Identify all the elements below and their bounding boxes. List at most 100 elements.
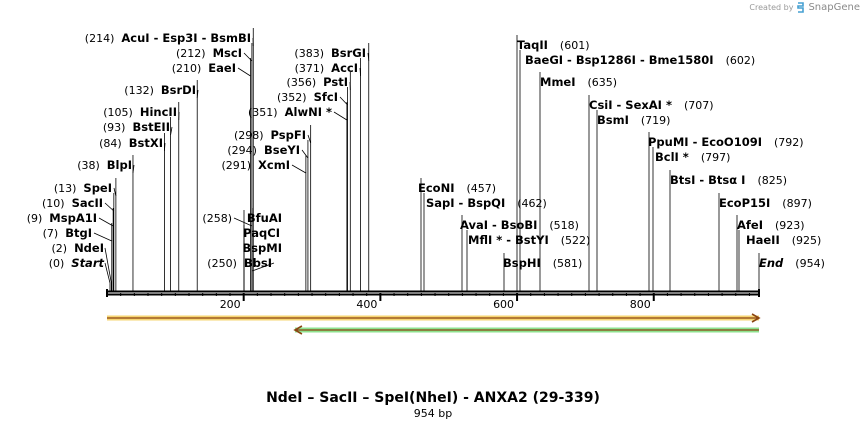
site-bspmi: BspMI bbox=[242, 241, 282, 255]
site-name: BtgI bbox=[65, 226, 92, 240]
site-name: PpuMI - EcoO109I bbox=[648, 135, 762, 149]
site-position: (93) bbox=[103, 121, 126, 134]
site-connector-lines bbox=[93, 28, 760, 291]
site-label: (105) HincII bbox=[103, 105, 177, 119]
site-name: XcmI bbox=[258, 158, 290, 172]
site-position: (954) bbox=[795, 257, 825, 270]
site-position: (294) bbox=[227, 144, 257, 157]
site-connector bbox=[132, 164, 135, 291]
site-label: (298) PspFI bbox=[234, 128, 306, 142]
site-label: (9) MspA1I bbox=[27, 211, 97, 225]
site-acci: (371) AccI bbox=[295, 61, 358, 75]
features bbox=[107, 313, 761, 335]
site-mspa1i: (9) MspA1I bbox=[27, 211, 97, 225]
site-position: (356) bbox=[287, 76, 317, 89]
site-name: AcuI - Esp3I - BsmBI bbox=[121, 31, 251, 45]
site-label: (351) AlwNI * bbox=[248, 105, 332, 119]
site-label: (383) BsrGI bbox=[294, 46, 366, 60]
site-name: PaqCI bbox=[243, 226, 280, 240]
sequence-length: 954 bp bbox=[413, 407, 453, 420]
site-name: SacII bbox=[72, 196, 103, 210]
site-label: BspMI bbox=[242, 241, 282, 255]
site-name: BstEII bbox=[132, 120, 170, 134]
ruler-tick-label: 800 bbox=[630, 298, 651, 311]
site-btgi: (7) BtgI bbox=[43, 226, 92, 240]
site-connector bbox=[170, 126, 173, 291]
site-label: (294) BseYI bbox=[227, 143, 300, 157]
site-connector bbox=[164, 142, 166, 291]
site-label: (210) EaeI bbox=[172, 61, 236, 75]
site-connector bbox=[104, 247, 112, 291]
site-connector bbox=[367, 52, 370, 291]
site-label: BclI * (797) bbox=[655, 150, 730, 164]
site-name: End bbox=[759, 256, 784, 270]
site-sfci: (352) SfcI bbox=[277, 90, 338, 104]
site-position: (518) bbox=[549, 219, 579, 232]
site-label: (250) BbsI bbox=[207, 256, 272, 270]
site-alwni: (351) AlwNI * bbox=[248, 105, 332, 119]
site-label: (13) SpeI bbox=[54, 181, 112, 195]
site-258: (258) bbox=[202, 212, 232, 225]
site-position: (214) bbox=[85, 32, 115, 45]
site-label: AvaI - BsoBI (518) bbox=[460, 218, 579, 232]
site-label: TaqII (601) bbox=[517, 38, 590, 52]
feature-arrowhead bbox=[751, 313, 761, 323]
site-label: (0) Start bbox=[49, 256, 105, 270]
site-position: (462) bbox=[517, 197, 547, 210]
site-label: BsmI (719) bbox=[597, 113, 670, 127]
site-name: EaeI bbox=[208, 61, 236, 75]
site-connector bbox=[104, 262, 111, 291]
site-label: (38) BlpI bbox=[77, 158, 132, 172]
site-name: BfuAI bbox=[247, 211, 282, 225]
site-label: SapI - BspQI (462) bbox=[426, 196, 547, 210]
site-position: (602) bbox=[726, 54, 756, 67]
site-label: BfuAI bbox=[247, 211, 282, 225]
site-taqii: TaqII (601) bbox=[517, 38, 590, 52]
site-name: MmeI bbox=[540, 75, 576, 89]
site-label: End (954) bbox=[759, 256, 825, 270]
site-name: HaeII bbox=[746, 233, 780, 247]
site-label: HaeII (925) bbox=[746, 233, 821, 247]
site-labels: (0) Start (2) NdeI (7) BtgI (9) MspA1I(10) SacII… bbox=[27, 31, 825, 270]
site-label: (258) bbox=[202, 212, 232, 225]
site-label: (356) PstI bbox=[287, 75, 348, 89]
site-bsphi: BspHI (581) bbox=[503, 256, 582, 270]
site-name: NdeI bbox=[74, 241, 104, 255]
site-name: AlwNI * bbox=[285, 105, 332, 119]
ruler-tick-label: 200 bbox=[220, 298, 241, 311]
site-acui-esp3i-bsmbi: (214) AcuI - Esp3I - BsmBI bbox=[85, 31, 251, 45]
site-label: PpuMI - EcoO109I (792) bbox=[648, 135, 804, 149]
site-label: (371) AccI bbox=[295, 61, 358, 75]
site-label: (93) BstEII bbox=[103, 120, 170, 134]
site-label: MflI * - BstYI (522) bbox=[468, 233, 590, 247]
site-position: (210) bbox=[172, 62, 202, 75]
site-position: (923) bbox=[775, 219, 805, 232]
site-position: (291) bbox=[221, 159, 251, 172]
site-ppumi-ecoo109i: PpuMI - EcoO109I (792) bbox=[648, 135, 804, 149]
site-name: BspHI bbox=[503, 256, 541, 270]
site-position: (351) bbox=[248, 106, 278, 119]
site-bseyi: (294) BseYI bbox=[227, 143, 300, 157]
site-ndei: (2) NdeI bbox=[51, 241, 104, 255]
site-bfuai: BfuAI bbox=[247, 211, 282, 225]
site-xcmi: (291) XcmI bbox=[221, 158, 290, 172]
site-name: BsrDI bbox=[161, 83, 196, 97]
site-connector bbox=[104, 202, 115, 291]
site-label: BaeGI - Bsp1286I - Bme1580I (602) bbox=[525, 53, 755, 67]
site-position: (352) bbox=[277, 91, 307, 104]
site-name: PstI bbox=[323, 75, 348, 89]
site-bsrdi: (132) BsrDI bbox=[124, 83, 196, 97]
site-start: (0) Start bbox=[49, 256, 105, 270]
snapgene-credit: Created by SnapGene bbox=[749, 2, 860, 13]
site-spei: (13) SpeI bbox=[54, 181, 112, 195]
site-name: SfcI bbox=[314, 90, 338, 104]
site-name: TaqII bbox=[517, 38, 548, 52]
site-label: (352) SfcI bbox=[277, 90, 338, 104]
site-name: BlpI bbox=[107, 158, 132, 172]
site-mmei: MmeI (635) bbox=[540, 75, 617, 89]
site-position: (10) bbox=[42, 197, 65, 210]
site-position: (105) bbox=[103, 106, 133, 119]
snapgene-logo-icon bbox=[797, 2, 805, 13]
site-psti: (356) PstI bbox=[287, 75, 348, 89]
